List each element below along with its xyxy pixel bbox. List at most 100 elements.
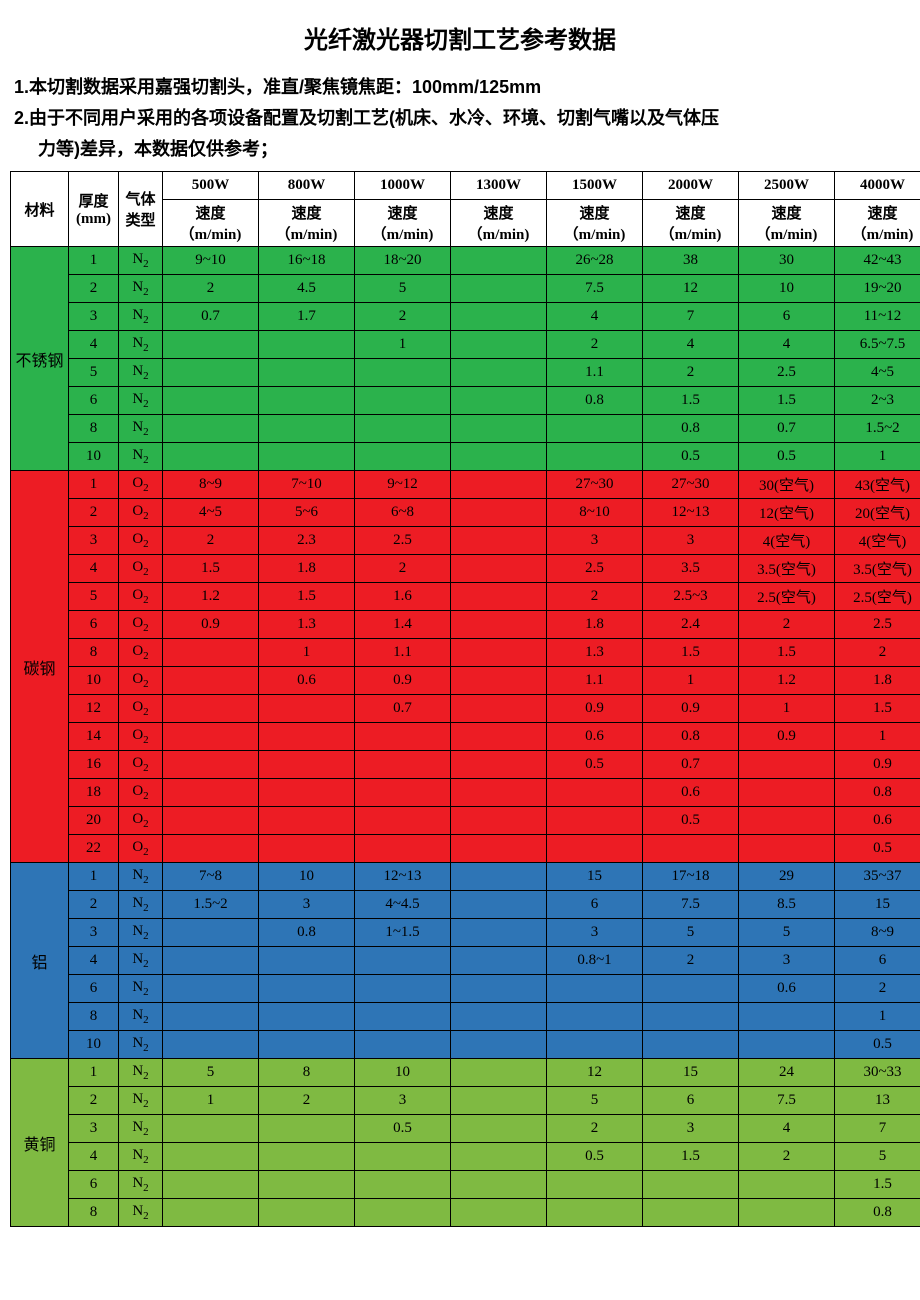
- value-cell: [451, 471, 547, 499]
- value-cell: 0.6: [643, 779, 739, 807]
- hdr-thickness: 厚度(mm): [69, 172, 119, 247]
- thickness-cell: 1: [69, 1059, 119, 1087]
- value-cell: [451, 583, 547, 611]
- value-cell: [163, 919, 259, 947]
- value-cell: [547, 1031, 643, 1059]
- value-cell: [451, 1003, 547, 1031]
- value-cell: 27~30: [547, 471, 643, 499]
- value-cell: [643, 1003, 739, 1031]
- value-cell: [547, 779, 643, 807]
- value-cell: 18~20: [355, 247, 451, 275]
- value-cell: [163, 779, 259, 807]
- value-cell: 2.4: [643, 611, 739, 639]
- table-row: 12O20.70.90.911.5: [11, 695, 920, 723]
- material-cell: 黄铜: [11, 1059, 69, 1227]
- thickness-cell: 6: [69, 611, 119, 639]
- value-cell: 3: [643, 1115, 739, 1143]
- value-cell: 1.1: [547, 667, 643, 695]
- table-row: 黄铜1N2581012152430~33: [11, 1059, 920, 1087]
- value-cell: [451, 303, 547, 331]
- table-row: 5N21.122.54~5: [11, 359, 920, 387]
- value-cell: 20(空气): [835, 499, 920, 527]
- value-cell: [451, 1059, 547, 1087]
- value-cell: 1: [835, 443, 920, 471]
- value-cell: [547, 415, 643, 443]
- table-row: 碳钢1O28~97~109~1227~3027~3030(空气)43(空气): [11, 471, 920, 499]
- value-cell: 6: [547, 891, 643, 919]
- value-cell: [451, 1199, 547, 1227]
- thickness-cell: 8: [69, 639, 119, 667]
- value-cell: 0.5: [835, 835, 920, 863]
- gas-cell: O2: [119, 807, 163, 835]
- value-cell: [163, 639, 259, 667]
- page-title: 光纤激光器切割工艺参考数据: [10, 20, 910, 55]
- table-row: 10N20.50.51: [11, 443, 920, 471]
- gas-cell: O2: [119, 499, 163, 527]
- hdr-speed-1: 速度（m/min): [259, 200, 355, 247]
- hdr-power-5: 2000W: [643, 172, 739, 200]
- value-cell: 16~18: [259, 247, 355, 275]
- value-cell: 1.5~2: [163, 891, 259, 919]
- value-cell: [163, 1115, 259, 1143]
- value-cell: [451, 891, 547, 919]
- value-cell: 17~18: [643, 863, 739, 891]
- value-cell: [451, 499, 547, 527]
- value-cell: [163, 331, 259, 359]
- hdr-power-7: 4000W: [835, 172, 920, 200]
- value-cell: 26~28: [547, 247, 643, 275]
- value-cell: 2: [355, 555, 451, 583]
- table-row: 4O21.51.822.53.53.5(空气)3.5(空气): [11, 555, 920, 583]
- value-cell: [163, 1199, 259, 1227]
- gas-cell: O2: [119, 835, 163, 863]
- value-cell: [163, 751, 259, 779]
- value-cell: [451, 919, 547, 947]
- thickness-cell: 16: [69, 751, 119, 779]
- gas-cell: N2: [119, 1143, 163, 1171]
- value-cell: 7~8: [163, 863, 259, 891]
- value-cell: 2: [547, 1115, 643, 1143]
- value-cell: 8.5: [739, 891, 835, 919]
- value-cell: [451, 695, 547, 723]
- value-cell: 7~10: [259, 471, 355, 499]
- value-cell: 5~6: [259, 499, 355, 527]
- value-cell: 1.5: [739, 639, 835, 667]
- value-cell: 1.4: [355, 611, 451, 639]
- gas-cell: O2: [119, 471, 163, 499]
- table-row: 4N212446.5~7.5: [11, 331, 920, 359]
- value-cell: [163, 443, 259, 471]
- gas-cell: N2: [119, 1199, 163, 1227]
- value-cell: [259, 1199, 355, 1227]
- value-cell: 0.5: [739, 443, 835, 471]
- value-cell: 1: [259, 639, 355, 667]
- gas-cell: N2: [119, 415, 163, 443]
- value-cell: [451, 1115, 547, 1143]
- value-cell: 5: [355, 275, 451, 303]
- value-cell: 2: [739, 1143, 835, 1171]
- value-cell: 2.5: [547, 555, 643, 583]
- value-cell: 3: [547, 919, 643, 947]
- value-cell: [259, 331, 355, 359]
- value-cell: 0.8: [835, 779, 920, 807]
- value-cell: [355, 1171, 451, 1199]
- value-cell: 4(空气): [835, 527, 920, 555]
- value-cell: 1~1.5: [355, 919, 451, 947]
- value-cell: 4: [643, 331, 739, 359]
- thickness-cell: 2: [69, 275, 119, 303]
- value-cell: 4~5: [835, 359, 920, 387]
- value-cell: 2: [643, 359, 739, 387]
- value-cell: 1.1: [547, 359, 643, 387]
- value-cell: [451, 1171, 547, 1199]
- value-cell: [163, 723, 259, 751]
- value-cell: 0.9: [163, 611, 259, 639]
- thickness-cell: 4: [69, 1143, 119, 1171]
- value-cell: [451, 275, 547, 303]
- value-cell: 0.7: [643, 751, 739, 779]
- thickness-cell: 10: [69, 1031, 119, 1059]
- value-cell: [163, 1143, 259, 1171]
- table-row: 6N20.81.51.52~3: [11, 387, 920, 415]
- value-cell: 1.5: [259, 583, 355, 611]
- value-cell: [355, 1199, 451, 1227]
- gas-cell: N2: [119, 387, 163, 415]
- table-row: 铝1N27~81012~131517~182935~37: [11, 863, 920, 891]
- thickness-cell: 6: [69, 387, 119, 415]
